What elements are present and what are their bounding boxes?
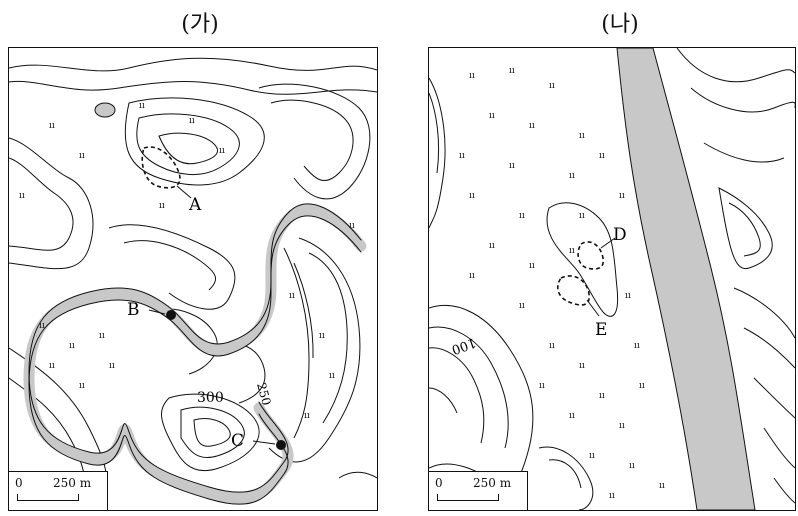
svg-text:ıı: ıı [609,491,615,501]
svg-text:ıı: ıı [459,151,465,161]
svg-text:ıı: ıı [619,421,625,431]
label-d: D [613,225,627,245]
svg-text:ıı: ıı [599,151,605,161]
scale-zero: 0 [435,476,443,490]
label-a: A [188,195,202,215]
lake [94,102,116,118]
point-c [276,440,286,450]
svg-text:ıı: ıı [109,361,115,371]
svg-text:ıı: ıı [469,191,475,201]
svg-text:ıı: ıı [99,331,105,341]
svg-text:ıı: ıı [69,341,75,351]
scale-bar-ga: 0 250 m [9,471,108,510]
svg-text:ıı: ıı [329,371,335,381]
scale-bar-line [437,494,499,501]
contour-label-250: 250 [254,381,273,407]
contour-label-100: 100 [449,334,477,357]
scale-distance: 250 m [53,476,92,490]
svg-text:ıı: ıı [189,116,195,126]
svg-text:ıı: ıı [549,341,555,351]
svg-text:ıı: ıı [509,66,515,76]
marsh-symbols-na: ıı ıı ıı ıı ıı ıı ıı ıı ıı ıı ıı ıı ıı ıı ıı ıı ıı ı… [459,66,665,501]
svg-text:ıı: ıı [349,221,355,231]
svg-text:ıı: ıı [599,391,605,401]
svg-text:ıı: ıı [539,381,545,391]
svg-text:ıı: ıı [159,201,165,211]
river-na [616,48,756,510]
panel-title-na: (나) [601,12,639,37]
svg-text:ıı: ıı [629,461,635,471]
svg-text:ıı: ıı [519,301,525,311]
scale-bar-na: 0 250 m [429,471,528,510]
svg-text:ıı: ıı [569,411,575,421]
label-b: B [127,300,140,320]
point-c-leader [252,440,276,445]
svg-text:ıı: ıı [569,246,575,256]
scale-bar-line [17,494,79,501]
area-a-leader [176,185,192,199]
svg-text:ıı: ıı [579,211,585,221]
svg-text:ıı: ıı [589,451,595,461]
svg-text:ıı: ıı [659,481,665,491]
svg-text:ıı: ıı [529,261,535,271]
svg-text:ıı: ıı [579,131,585,141]
svg-text:ıı: ıı [304,411,310,421]
svg-text:ıı: ıı [509,161,515,171]
point-b [166,310,176,320]
svg-text:ıı: ıı [639,381,645,391]
svg-text:ıı: ıı [625,291,631,301]
topographic-map-ga: A B C 300 250 ıı ıı ıı ıı ıı ıı ıı ıı ıı ıı ıı ı… [8,47,378,511]
river-ga [23,203,367,505]
contour-label-300: 300 [197,390,224,406]
svg-text:ıı: ıı [219,146,225,156]
svg-text:ıı: ıı [549,81,555,91]
marsh-symbols-ga: ıı ıı ıı ıı ıı ıı ıı ıı ıı ıı ıı ıı ıı ıı ıı ıı ıı ı… [19,101,355,421]
area-d-outline [577,241,605,270]
contour-lines-na [429,48,795,510]
svg-text:ıı: ıı [49,121,55,131]
area-a-outline [141,146,181,189]
svg-text:ıı: ıı [489,111,495,121]
svg-text:ıı: ıı [469,71,475,81]
svg-text:ıı: ıı [319,331,325,341]
svg-text:ıı: ıı [289,291,295,301]
svg-text:ıı: ıı [79,151,85,161]
svg-text:ıı: ıı [49,361,55,371]
svg-text:ıı: ıı [139,101,145,111]
label-c: C [231,431,244,451]
svg-text:ıı: ıı [79,381,85,391]
scale-distance: 250 m [473,476,512,490]
point-b-leader [148,309,166,315]
contour-lines-ga [9,57,377,510]
area-d-leader [600,237,616,249]
svg-text:ıı: ıı [529,121,535,131]
svg-text:ıı: ıı [634,341,640,351]
area-e-leader [586,299,600,317]
svg-text:ıı: ıı [579,361,585,371]
svg-text:ıı: ıı [519,211,525,221]
scale-zero: 0 [15,476,23,490]
svg-text:ıı: ıı [39,321,45,331]
svg-text:ıı: ıı [19,191,25,201]
area-e-outline [557,275,590,306]
topographic-map-na: D E 100 ıı ıı ıı ıı ıı ıı ıı ıı ıı ıı ıı ıı ıı ıı… [428,47,796,511]
panel-title-ga: (가) [181,12,219,37]
svg-text:ıı: ıı [469,271,475,281]
svg-text:ıı: ıı [489,241,495,251]
svg-text:ıı: ıı [569,171,575,181]
label-e: E [595,320,607,340]
svg-text:ıı: ıı [619,191,625,201]
